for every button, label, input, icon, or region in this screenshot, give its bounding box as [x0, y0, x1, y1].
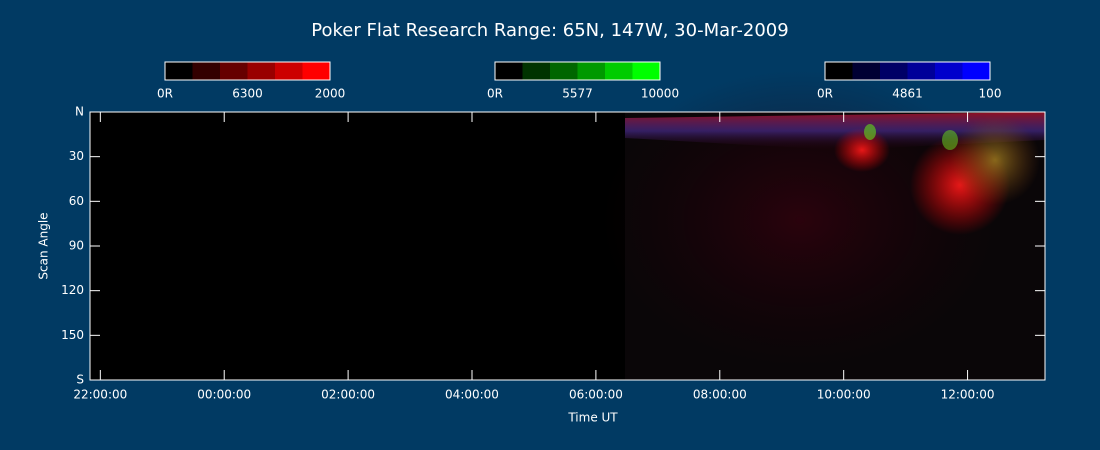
colorbar-segment — [275, 62, 303, 80]
colorbar-frame — [494, 61, 661, 81]
y-tick-label: 150 — [61, 328, 84, 342]
y-tick-label: 90 — [69, 239, 84, 253]
colorbar-segment — [302, 62, 331, 80]
colorbar-segment — [550, 62, 578, 80]
colorbar-segment — [935, 62, 963, 80]
colorbar-segment — [632, 62, 661, 80]
image-patch — [864, 124, 876, 140]
x-tick-label: 12:00:00 — [941, 388, 995, 402]
x-tick-label: 08:00:00 — [693, 388, 747, 402]
colorbar-segment — [165, 62, 193, 80]
colorbar-segment — [962, 62, 991, 80]
x-tick-label: 06:00:00 — [569, 388, 623, 402]
colorbar-label: 0R — [817, 87, 833, 101]
y-tick-label: 60 — [69, 194, 84, 208]
y-tick-label: S — [76, 373, 84, 387]
colorbar-frame — [164, 61, 331, 81]
colorbar-segment — [220, 62, 248, 80]
colorbar-label: 100 — [979, 87, 1002, 101]
colorbar-segment — [605, 62, 633, 80]
colorbar-frame — [824, 61, 991, 81]
x-tick-label: 02:00:00 — [321, 388, 375, 402]
image-patch — [950, 115, 1040, 205]
colorbar-label: 2000 — [315, 87, 346, 101]
y-tick-label: 120 — [61, 283, 84, 297]
colorbar-segment — [192, 62, 221, 80]
colorbar-segment — [880, 62, 908, 80]
x-tick-label: 22:00:00 — [73, 388, 127, 402]
x-tick-label: 04:00:00 — [445, 388, 499, 402]
colorbar-label: 0R — [157, 87, 173, 101]
y-tick-label: 30 — [69, 149, 84, 163]
x-tick-label: 00:00:00 — [197, 388, 251, 402]
colorbar-segment — [907, 62, 936, 80]
colorbar-label: 10000 — [641, 87, 679, 101]
image-patch — [834, 128, 890, 172]
colorbar-label: 4861 — [892, 87, 923, 101]
y-axis-label: Scan Angle — [37, 212, 51, 279]
colorbar-segment — [495, 62, 523, 80]
colorbar-segment — [522, 62, 551, 80]
image-patch — [942, 130, 958, 150]
aurora-image — [600, 70, 1045, 380]
y-tick-label: N — [75, 105, 84, 119]
colorbar-label: 0R — [487, 87, 503, 101]
colorbar-segment — [852, 62, 881, 80]
colorbar-label: 5577 — [562, 87, 593, 101]
chart-title: Poker Flat Research Range: 65N, 147W, 30… — [311, 20, 788, 41]
colorbar-segment — [577, 62, 606, 80]
colorbar-segment — [825, 62, 853, 80]
colorbar-segment — [247, 62, 276, 80]
x-tick-label: 10:00:00 — [817, 388, 871, 402]
x-axis-label: Time UT — [567, 411, 618, 425]
colorbar-label: 6300 — [232, 87, 263, 101]
